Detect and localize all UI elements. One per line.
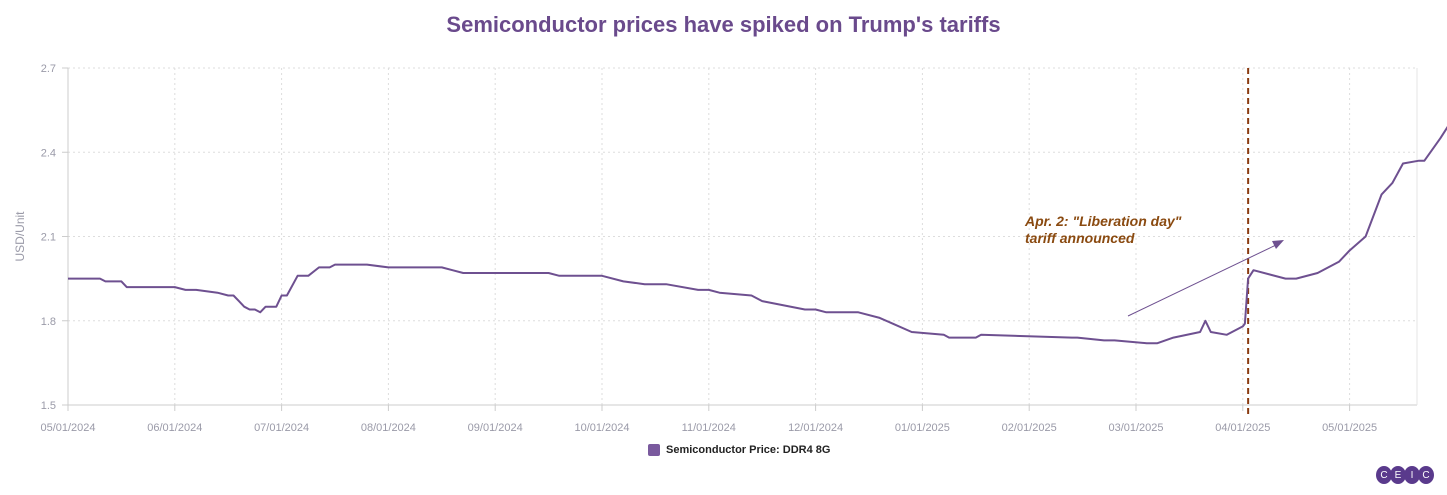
x-tick-label: 03/01/2025 bbox=[1108, 422, 1163, 434]
x-tick-label: 02/01/2025 bbox=[1002, 422, 1057, 434]
annotation-line2: tariff announced bbox=[1025, 230, 1135, 246]
x-tick-label: 01/01/2025 bbox=[895, 422, 950, 434]
legend[interactable]: Semiconductor Price: DDR4 8G bbox=[648, 444, 830, 456]
y-tick-label: 2.4 bbox=[41, 147, 56, 159]
x-tick-label: 08/01/2024 bbox=[361, 422, 416, 434]
x-tick-label: 06/01/2024 bbox=[147, 422, 202, 434]
series-line-ddr4-8g bbox=[68, 125, 1447, 345]
logo-letter: C bbox=[1418, 466, 1434, 484]
y-tick-label: 1.5 bbox=[41, 400, 56, 412]
y-tick-label: 1.8 bbox=[41, 316, 56, 328]
ceic-logo: C E I C bbox=[1376, 466, 1434, 484]
x-tick-label: 12/01/2024 bbox=[788, 422, 843, 434]
chart-title: Semiconductor prices have spiked on Trum… bbox=[446, 12, 1001, 37]
x-tick-label: 09/01/2024 bbox=[468, 422, 523, 434]
x-tick-label: 05/01/2024 bbox=[40, 422, 95, 434]
logo-letter: E bbox=[1390, 466, 1406, 484]
y-tick-label: 2.7 bbox=[41, 63, 56, 75]
y-axis-label: USD/Unit bbox=[13, 211, 27, 262]
y-tick-label: 2.1 bbox=[41, 232, 56, 244]
legend-label: Semiconductor Price: DDR4 8G bbox=[666, 444, 831, 456]
logo-letter: I bbox=[1404, 466, 1420, 484]
annotation-arrowhead bbox=[1272, 240, 1284, 249]
x-tick-label: 10/01/2024 bbox=[574, 422, 629, 434]
x-tick-label: 07/01/2024 bbox=[254, 422, 309, 434]
x-tick-label: 05/01/2025 bbox=[1322, 422, 1377, 434]
annotation-line1: Apr. 2: "Liberation day" bbox=[1025, 213, 1182, 229]
logo-letter: C bbox=[1376, 466, 1392, 484]
x-tick-label: 11/01/2024 bbox=[682, 422, 736, 434]
annotation-arrow-line bbox=[1127, 244, 1277, 317]
legend-swatch bbox=[648, 444, 660, 456]
x-tick-label: 04/01/2025 bbox=[1215, 422, 1270, 434]
annotation-text: Apr. 2: "Liberation day" tariff announce… bbox=[1025, 213, 1181, 247]
